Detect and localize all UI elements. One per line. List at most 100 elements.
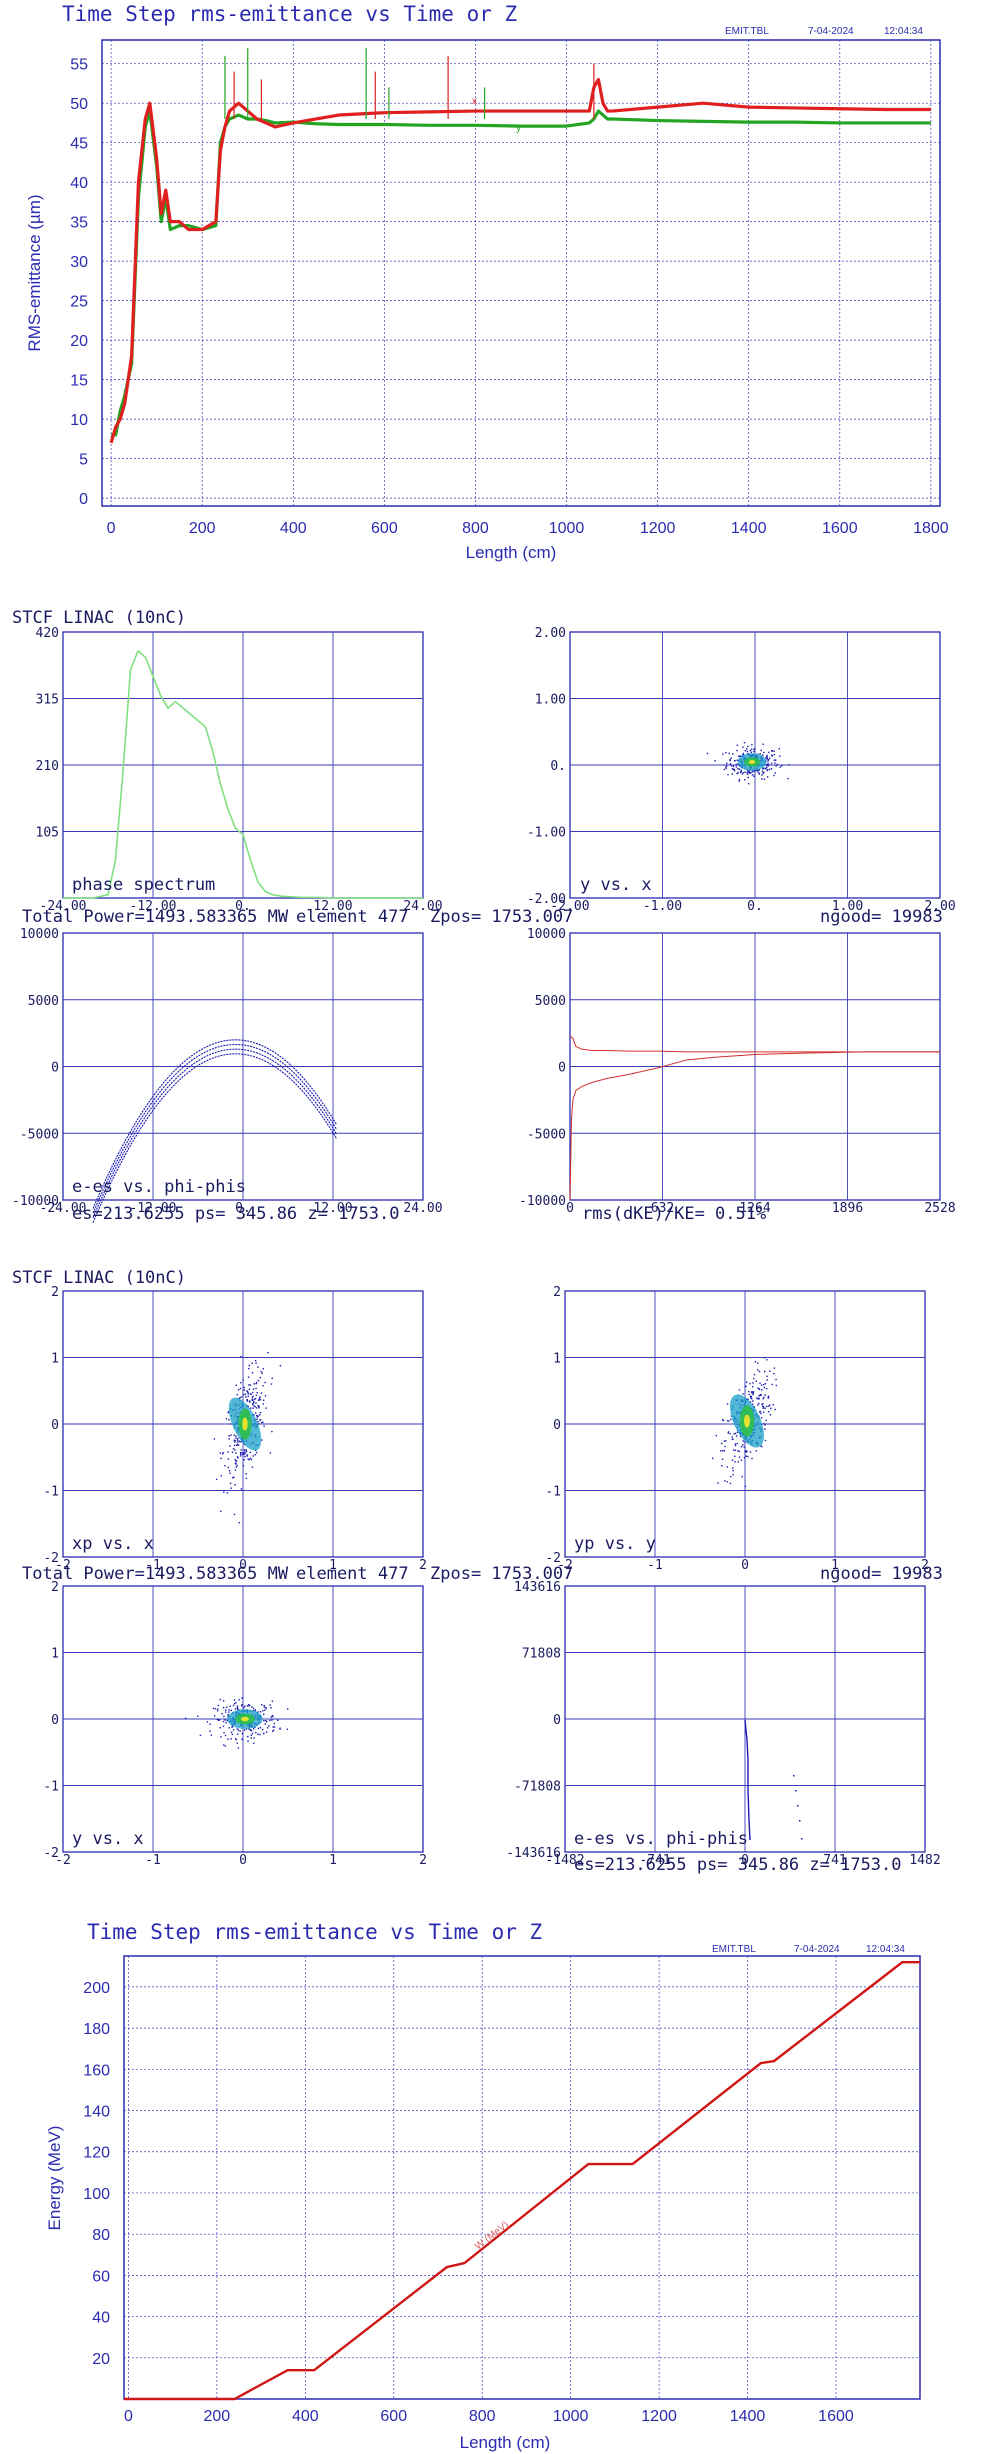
yp-vs-y-pt-315 [753,1406,755,1408]
yp-vs-y-pt-193 [736,1431,739,1433]
y-vs-x-1-pt-163 [737,772,739,774]
yp-vs-y-pt-234 [727,1432,729,1434]
y-vs-x-2-pt-70 [279,1728,281,1730]
xp-vs-x-pt-246 [229,1472,231,1474]
page1-total-power: Total Power=1493.583365 MW [22,907,289,927]
emittance-ytick-4: 20 [70,333,88,350]
xp-vs-x-pt-84 [240,1453,242,1455]
emittance-plot: Time Step rms-emittance vs Time or Z EMI… [25,2,949,562]
yp-vs-y-core-center [744,1414,750,1428]
yp-vs-y-pt-97 [724,1445,726,1448]
y-vs-x-1-pt-122 [722,753,724,755]
xp-vs-x-pt-103 [234,1459,236,1461]
y-vs-x-1-pt-258 [742,752,745,755]
yp-vs-y-pt-21 [766,1379,768,1381]
y-vs-x-1-pt-200 [751,743,753,746]
xp-vs-x-pt-213 [234,1449,236,1451]
y-vs-x-2-pt-177 [184,1717,187,1719]
yp-vs-y-pt-211 [726,1403,729,1405]
xp-vs-x-pt-34 [243,1452,245,1454]
y-vs-x-1-pt-240 [733,768,735,771]
yp-vs-y-pt-47 [752,1386,754,1388]
y-vs-x-2-pt-186 [286,1728,289,1730]
yp-vs-y-pt-242 [723,1440,726,1442]
y-vs-x-1-pt-119 [768,764,770,766]
y-vs-x-2-pt-151 [237,1733,239,1735]
y-vs-x-2-pt-257 [270,1707,272,1709]
yp-vs-y-pt-247 [738,1450,741,1453]
y-vs-x-2-pt-32 [251,1706,253,1708]
energy-phase-arc-1 [92,1043,338,1214]
yp-vs-y-ytick-4: -2 [545,1551,561,1566]
y-vs-x-1-pt-177 [763,778,766,780]
y-vs-x-xticks-1: -2.00 -1.00 0. 1.00 2.00 [550,899,955,914]
y-vs-x-1-pt-128 [757,771,759,773]
emittance-ytick-3: 15 [70,373,88,390]
xp-vs-x-pt-3 [228,1411,230,1413]
emittance-plot-ylabel: RMS-emittance (µm) [25,194,44,351]
yp-vs-y-pt-136 [730,1418,732,1421]
y-vs-x-1-pt-222 [773,753,776,756]
y-vs-x-2-pt-207 [271,1715,274,1717]
energy-phase-2-ytick-2: 0 [553,1713,561,1728]
yp-vs-y-pt-84 [764,1383,767,1385]
y-vs-x-2-pt-91 [259,1726,262,1729]
y-vs-x-2-pt-178 [236,1705,239,1707]
y-vs-x-1-pt-219 [725,767,727,770]
energy-plot-xlabel: Length (cm) [460,2433,551,2452]
y-vs-x-2-pt-8 [248,1728,250,1730]
phase-spectrum-xtick-4: 24.00 [403,899,442,914]
energy-phase-2-pt-2 [797,1805,799,1807]
yp-vs-y-pt-78 [740,1445,743,1448]
y-vs-x-2-pt-20 [225,1709,227,1711]
y-vs-x-2-pt-153 [243,1729,246,1731]
y-vs-x-2-pt-159 [243,1707,245,1709]
xp-vs-x-pt-235 [249,1457,252,1460]
yp-vs-y-pt-99 [756,1397,758,1399]
y-vs-x-2-pt-101 [236,1728,238,1730]
energy-phase-yticks-2: 143616 71808 0 -71808 -143616 [506,1580,561,1861]
y-vs-x-2-pt-181 [212,1707,215,1710]
xp-vs-x-pt-219 [243,1459,245,1461]
y-vs-x-1-pt-167 [771,750,773,752]
rms-dke-label: rms(dKE)/KE= 0.51% [582,1204,766,1224]
rms-dke-grid [570,933,940,1200]
y-vs-x-1-pt-166 [766,764,768,767]
y-vs-x-1-pt-115 [731,773,733,775]
xp-vs-x-pt-23 [245,1473,247,1475]
y-vs-x-2-pt-66 [270,1716,272,1718]
energy-xtick-7: 1400 [730,2408,766,2425]
yp-vs-y-pt-232 [767,1395,770,1397]
yp-vs-y-pt-16 [769,1414,772,1416]
y-vs-x-1-pt-218 [779,755,781,757]
yp-vs-y-pt-89 [732,1473,734,1476]
y-vs-x-1-pt-108 [748,772,750,774]
xp-vs-x-pt-224 [259,1376,262,1379]
y-vs-x-2-pt-130 [222,1720,225,1723]
y-vs-x-1-pt-68 [775,759,777,761]
yp-vs-y-pt-257 [759,1410,761,1413]
y-vs-x-1-pt-246 [740,769,742,771]
yp-vs-y-pt-253 [749,1395,752,1397]
y-vs-x-1-pt-127 [762,754,764,756]
y-vs-x-2-pt-109 [250,1730,253,1732]
yp-vs-y-pt-24 [755,1450,757,1452]
y-vs-x-2-pt-222 [225,1721,227,1724]
yp-vs-y-pt-29 [736,1435,738,1437]
xp-vs-x-pt-204 [257,1405,260,1407]
rms-dke-xticks: 0 632 1264 1896 2528 [566,1201,956,1216]
xp-vs-x-pt-195 [227,1466,229,1469]
y-vs-x-1-pt-61 [763,751,765,754]
energy-phase-arc-0 [92,1039,338,1209]
xp-vs-x-pt-168 [261,1372,263,1374]
phase-spectrum-ytick-1: 315 [36,693,59,708]
yp-vs-y-pt-18 [721,1458,724,1460]
emittance-plot-title: Time Step rms-emittance vs Time or Z [62,2,517,26]
y-vs-x-1-pt-211 [766,756,768,758]
yp-vs-y-pt-220 [762,1383,765,1386]
y-vs-x-1-pt-254 [746,748,748,750]
xp-vs-x-pt-292 [237,1443,239,1445]
y-vs-x-2-pt-203 [239,1730,241,1732]
y-vs-x-2-pt-210 [264,1709,266,1711]
yp-vs-y-pt-55 [726,1466,728,1468]
